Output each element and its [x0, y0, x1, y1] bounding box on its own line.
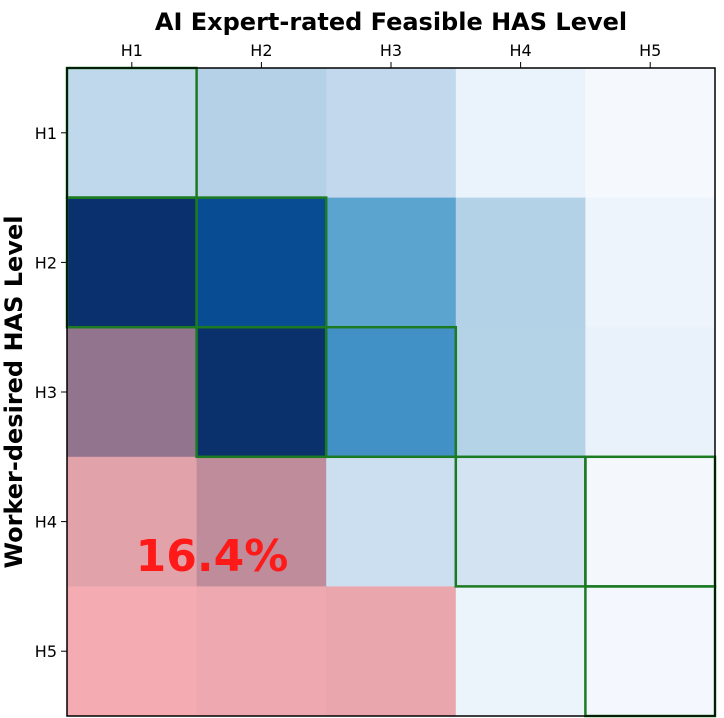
- heatmap-cell-r2-c2: [196, 197, 327, 328]
- y-axis-label: Worker-desired HAS Level: [0, 216, 28, 569]
- heatmap-cell-r2-c3: [326, 197, 457, 328]
- heatmap-cell-r2-c4: [455, 197, 586, 328]
- x-tick-label: H5: [639, 41, 661, 60]
- heatmap-cell-r5-c4: [455, 586, 586, 717]
- heatmap-cell-r1-c4: [455, 68, 586, 199]
- heatmap-cells: [67, 68, 716, 717]
- y-axis-ticks: H1 H2 H3 H4 H5: [35, 124, 67, 661]
- heatmap-cell-r4-c3: [326, 456, 457, 587]
- heatmap-cell-r5-c1: [67, 586, 198, 717]
- heatmap-cell-r3-c3: [326, 327, 457, 458]
- heatmap-cell-r4-c1: [67, 456, 198, 587]
- heatmap-cell-r3-c1: [67, 327, 198, 458]
- y-tick-label: H5: [35, 642, 57, 661]
- heatmap-cell-r5-c5: [585, 586, 716, 717]
- heatmap-cell-r3-c2: [196, 327, 327, 458]
- heatmap-cell-r5-c2: [196, 586, 327, 717]
- heatmap-cell-r1-c5: [585, 68, 716, 199]
- annotation-percentage: 16.4%: [136, 531, 289, 582]
- heatmap-cell-r1-c1: [67, 68, 198, 199]
- heatmap-cell-r2-c1: [67, 197, 198, 328]
- y-tick-label: H4: [35, 513, 57, 532]
- highlight-box-r3-c3: [324, 325, 458, 459]
- x-tick-label: H4: [509, 41, 531, 60]
- x-tick-label: H1: [121, 41, 143, 60]
- x-tick-label: H2: [250, 41, 272, 60]
- y-tick-label: H2: [35, 253, 57, 272]
- heatmap-cell-r4-c2: [196, 456, 327, 587]
- heatmap-cell-r4-c5: [585, 456, 716, 587]
- heatmap-cell-r3-c5: [585, 327, 716, 458]
- chart-title: AI Expert-rated Feasible HAS Level: [155, 8, 627, 36]
- y-tick-label: H3: [35, 383, 57, 402]
- heatmap-cell-r2-c5: [585, 197, 716, 328]
- x-axis-ticks: H1 H2 H3 H4 H5: [121, 41, 661, 68]
- heatmap-cell-r5-c3: [326, 586, 457, 717]
- y-tick-label: H1: [35, 124, 57, 143]
- heatmap-cell-r1-c2: [196, 68, 327, 199]
- heatmap-cell-r3-c4: [455, 327, 586, 458]
- x-tick-label: H3: [380, 41, 402, 60]
- heatmap-cell-r1-c3: [326, 68, 457, 199]
- heatmap-cell-r4-c4: [455, 456, 586, 587]
